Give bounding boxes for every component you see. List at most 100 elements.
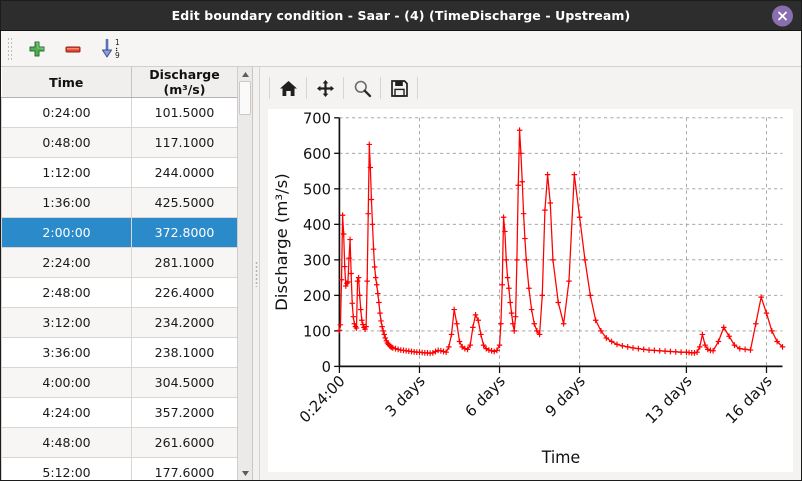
series-markers (336, 127, 786, 357)
sort-button[interactable]: 1 9 (92, 34, 132, 64)
cell-discharge[interactable]: 372.8000 (131, 217, 237, 248)
cell-discharge[interactable]: 226.4000 (131, 277, 237, 308)
chevron-down-icon (241, 470, 249, 476)
cell-time[interactable]: 2:48:00 (1, 277, 132, 308)
cell-discharge[interactable]: 281.1000 (131, 247, 237, 278)
scrollbar-track[interactable] (238, 81, 252, 466)
cell-time[interactable]: 5:12:00 (1, 457, 132, 480)
y-tick-label: 0 (322, 358, 331, 376)
table-body: 0:24:00 101.5000 0:48:00 117.1000 1:12:00 244… (1, 97, 237, 480)
table-header: Time Discharge (m³/s) (1, 67, 237, 98)
cell-time[interactable]: 1:12:00 (1, 157, 132, 188)
toolbar-separator (306, 77, 307, 99)
x-tick-label: 16 days (722, 372, 776, 428)
table-row[interactable]: 1:36:00 425.5000 (1, 187, 237, 218)
chevron-up-icon (241, 71, 249, 77)
save-button[interactable] (384, 74, 414, 102)
y-tick-label: 600 (303, 144, 331, 162)
table-row[interactable]: 2:48:00 226.4000 (1, 277, 237, 308)
toolbar-grip[interactable] (7, 36, 14, 61)
x-tick-label: 3 days (382, 372, 429, 421)
floppy-disk-icon (390, 79, 408, 97)
cell-time[interactable]: 4:48:00 (1, 427, 132, 458)
zoom-button[interactable] (347, 74, 377, 102)
cell-time[interactable]: 3:12:00 (1, 307, 132, 338)
y-tick-label: 200 (303, 287, 331, 305)
svg-text:9: 9 (115, 51, 120, 60)
cell-time[interactable]: 0:48:00 (1, 127, 132, 158)
add-row-button[interactable] (20, 34, 54, 64)
table-row[interactable]: 3:36:00 238.1000 (1, 337, 237, 368)
x-tick-label: 9 days (542, 372, 589, 421)
main-toolbar: 1 9 (1, 31, 801, 67)
toolbar-separator (269, 77, 270, 99)
cell-time[interactable]: 4:24:00 (1, 397, 132, 428)
table-vertical-scrollbar[interactable] (237, 67, 252, 480)
window-titlebar: Edit boundary condition - Saar - (4) (Ti… (1, 1, 801, 31)
splitter-grip-icon (254, 260, 258, 287)
pan-button[interactable] (310, 74, 340, 102)
y-tick-label: 400 (303, 216, 331, 234)
remove-row-button[interactable] (56, 34, 90, 64)
scroll-down-button[interactable] (238, 466, 252, 480)
table-row[interactable]: 2:00:00 372.8000 (1, 217, 237, 248)
cell-discharge[interactable]: 234.2000 (131, 307, 237, 338)
chart-toolbar (260, 67, 801, 109)
column-header-time[interactable]: Time (1, 67, 132, 98)
close-icon (778, 11, 787, 20)
cell-time[interactable]: 2:00:00 (1, 217, 132, 248)
cell-discharge[interactable]: 238.1000 (131, 337, 237, 368)
table-row[interactable]: 4:48:00 261.6000 (1, 427, 237, 458)
cell-discharge[interactable]: 357.2000 (131, 397, 237, 428)
magnifier-icon (354, 80, 371, 97)
cell-time[interactable]: 3:36:00 (1, 337, 132, 368)
scrollbar-thumb[interactable] (239, 81, 251, 115)
table-row[interactable]: 1:12:00 244.0000 (1, 157, 237, 188)
toolbar-separator (380, 77, 381, 99)
x-axis-label: Time (541, 448, 581, 467)
table-header-row: Time Discharge (m³/s) (1, 67, 237, 98)
cell-discharge[interactable]: 117.1000 (131, 127, 237, 158)
window-body: Time Discharge (m³/s) 0:24:00 101.5000 0:4… (1, 67, 801, 480)
table-row[interactable]: 4:00:00 304.5000 (1, 367, 237, 398)
home-button[interactable] (273, 74, 303, 102)
plus-icon (29, 41, 45, 56)
close-button[interactable] (772, 5, 793, 26)
x-tick-label: 13 days (642, 372, 696, 428)
y-tick-label: 500 (303, 180, 331, 198)
chart-canvas[interactable]: 0 100 200 300 400 500 600 700 0:24:00 3 days 6 day… (268, 109, 793, 472)
move-icon (316, 79, 334, 97)
cell-time[interactable]: 0:24:00 (1, 97, 132, 128)
toolbar-separator (343, 77, 344, 99)
y-tick-label: 300 (303, 251, 331, 269)
discharge-time-plot: 0 100 200 300 400 500 600 700 0:24:00 3 days 6 day… (272, 109, 786, 467)
cell-time[interactable]: 4:00:00 (1, 367, 132, 398)
home-icon (279, 80, 297, 96)
cell-discharge[interactable]: 261.6000 (131, 427, 237, 458)
cell-time[interactable]: 1:36:00 (1, 187, 132, 218)
cell-discharge[interactable]: 304.5000 (131, 367, 237, 398)
y-tick-label: 100 (303, 322, 331, 340)
boundary-condition-table: Time Discharge (m³/s) 0:24:00 101.5000 0:4… (1, 67, 237, 480)
scroll-up-button[interactable] (238, 67, 252, 81)
table-row[interactable]: 5:12:00 177.6000 (1, 457, 237, 480)
sort-descending-icon: 1 9 (102, 38, 120, 60)
panel-splitter[interactable] (253, 67, 259, 480)
cell-discharge[interactable]: 101.5000 (131, 97, 237, 128)
table-row[interactable]: 0:48:00 117.1000 (1, 127, 237, 158)
cell-discharge[interactable]: 425.5000 (131, 187, 237, 218)
cell-time[interactable]: 2:24:00 (1, 247, 132, 278)
cell-discharge[interactable]: 244.0000 (131, 157, 237, 188)
y-tick-label: 700 (303, 109, 331, 127)
x-tick-label: 6 days (462, 372, 509, 421)
minus-icon (65, 46, 81, 52)
window-title: Edit boundary condition - Saar - (4) (Ti… (171, 8, 631, 23)
cell-discharge[interactable]: 177.6000 (131, 457, 237, 480)
table-row[interactable]: 2:24:00 281.1000 (1, 247, 237, 278)
table-row[interactable]: 4:24:00 357.2000 (1, 397, 237, 428)
x-tick-label: 0:24:00 (296, 372, 348, 427)
column-header-discharge[interactable]: Discharge (m³/s) (131, 67, 237, 98)
table-row[interactable]: 3:12:00 234.2000 (1, 307, 237, 338)
table-row[interactable]: 0:24:00 101.5000 (1, 97, 237, 128)
